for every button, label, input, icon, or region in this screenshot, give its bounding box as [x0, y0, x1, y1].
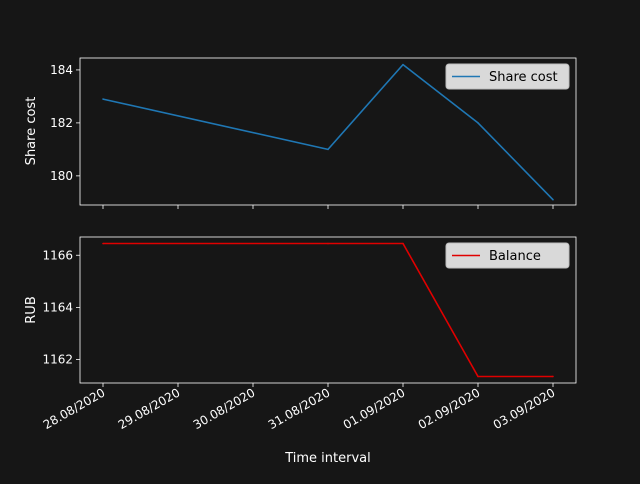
legend: Share cost	[445, 63, 570, 90]
y-tick-label: 1162	[42, 353, 73, 367]
legend: Balance	[445, 242, 570, 269]
x-axis-label: Time interval	[284, 451, 371, 466]
y-tick-label: 184	[50, 63, 73, 77]
y-axis-label: Share cost	[24, 97, 39, 166]
chart-panel-1: 180 182 184 Share cost Share cost	[24, 57, 577, 209]
legend-box	[445, 63, 570, 90]
data-point	[552, 198, 554, 201]
y-axis-label: RUB	[24, 296, 39, 323]
data-point	[327, 242, 329, 245]
data-point	[402, 242, 404, 245]
y-tick-label: 180	[50, 169, 73, 183]
legend-box	[445, 242, 570, 269]
data-point	[402, 63, 404, 66]
data-point	[327, 148, 329, 151]
y-tick-label: 182	[50, 116, 73, 130]
data-point	[102, 242, 104, 245]
y-tick-label: 1164	[42, 300, 73, 314]
data-point	[477, 122, 479, 124]
data-point	[477, 375, 479, 378]
data-point	[102, 98, 104, 100]
y-tick-label: 1166	[42, 248, 73, 262]
legend-label: Balance	[489, 249, 541, 264]
data-point	[552, 375, 554, 378]
legend-label: Share cost	[489, 70, 558, 85]
